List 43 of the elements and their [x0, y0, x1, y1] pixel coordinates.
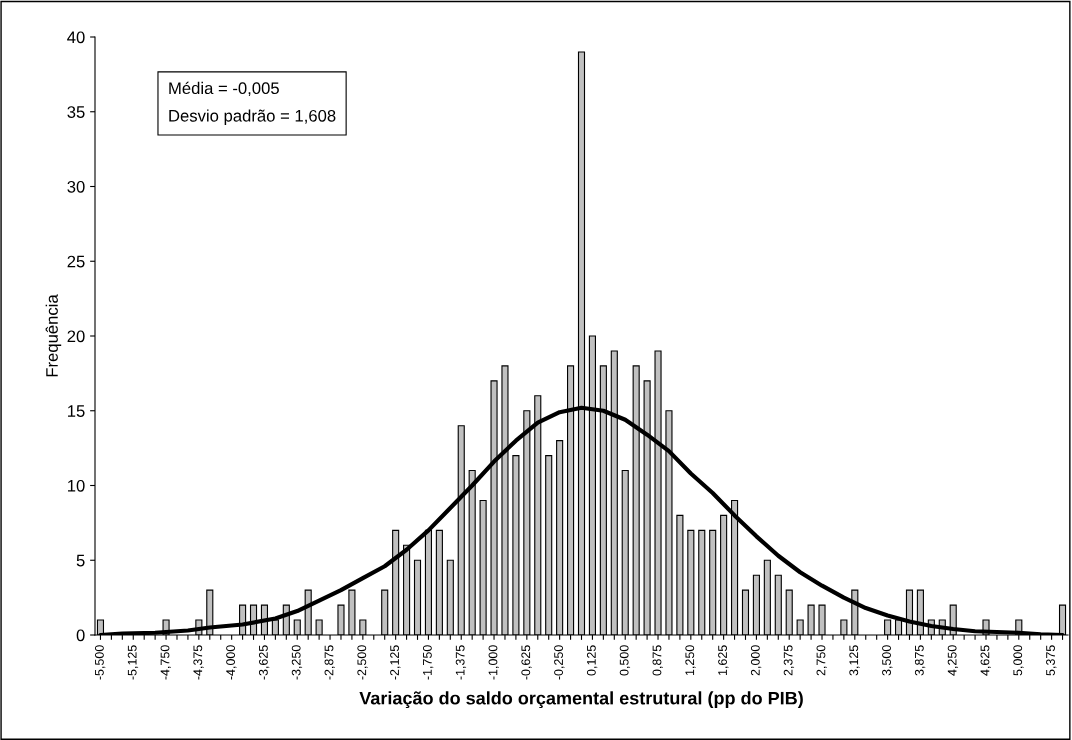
x-tick-label: -3,625: [258, 645, 270, 680]
x-tick-label: -5,500: [94, 645, 106, 680]
y-tick-label: 25: [67, 255, 85, 268]
x-tick-label: 2,375: [783, 645, 795, 676]
x-tick-label: -2,125: [390, 645, 401, 680]
x-tick-label: 1,250: [685, 645, 696, 676]
x-tick-label: 2,000: [750, 645, 762, 676]
x-tick-label: 4,625: [980, 645, 991, 676]
x-tick-label: 0,875: [652, 645, 663, 676]
annotation: Desvio padrão = 1,608: [169, 109, 336, 125]
y-tick-label: 5: [76, 554, 85, 567]
x-axis-title: Variação do saldo orçamental estrutural (pp do PIB): [359, 691, 803, 709]
x-tick-label: -4,375: [193, 645, 204, 680]
x-tick-label: -4,750: [160, 645, 171, 680]
y-tick-label: 15: [68, 405, 85, 417]
x-tick-label: 4,250: [947, 645, 959, 676]
x-tick-label: 3,875: [914, 645, 926, 676]
x-tick-label: 0,125: [586, 645, 598, 676]
x-tick-label: -4,000: [226, 645, 237, 680]
x-tick-label: 1,625: [718, 645, 729, 676]
x-tick-label: -1,000: [488, 645, 499, 680]
y-tick-label: 10: [68, 479, 85, 492]
y-tick-label: 35: [67, 106, 85, 118]
x-tick-label: 5,375: [1046, 645, 1057, 676]
y-tick-label: 0: [76, 629, 85, 642]
x-tick-label: -2,500: [357, 645, 368, 680]
x-tick-label: 2,750: [816, 645, 827, 676]
x-tick-label: 0,500: [619, 645, 631, 676]
x-tick-label: 3,500: [882, 645, 893, 676]
y-axis-title: Frequência: [45, 294, 62, 377]
x-tick-label: 5,000: [1013, 645, 1024, 676]
x-tick-label: -0,250: [554, 645, 565, 680]
y-tick-label: 30: [67, 180, 85, 193]
x-tick-label: 3,125: [849, 645, 860, 676]
x-tick-label: -5,125: [127, 645, 139, 680]
y-tick-label: 20: [67, 330, 85, 343]
y-tick-label: 40: [67, 31, 85, 44]
annotation: Média = -0,005: [169, 81, 279, 97]
x-tick-label: -2,875: [324, 645, 335, 680]
x-tick-label: -1,375: [455, 645, 467, 680]
x-tick-label: -3,250: [291, 645, 303, 680]
x-tick-label: -1,750: [422, 645, 434, 680]
x-tick-label: -0,625: [521, 645, 532, 680]
